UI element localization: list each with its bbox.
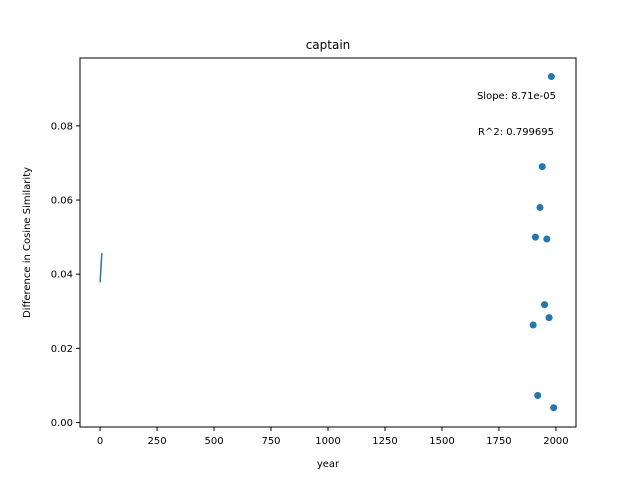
y-tick-label: 0.06 bbox=[51, 196, 73, 207]
data-point bbox=[541, 301, 549, 309]
y-axis-ticks: 0.00 0.02 0.04 0.06 0.08 bbox=[51, 121, 80, 429]
data-point bbox=[536, 203, 544, 211]
r-squared-annotation: R^2: 0.799695 bbox=[478, 127, 554, 138]
y-tick-label: 0.00 bbox=[51, 418, 73, 429]
x-tick-label: 1000 bbox=[315, 436, 340, 447]
y-tick-label: 0.04 bbox=[51, 270, 73, 281]
x-tick-label: 250 bbox=[147, 436, 166, 447]
regression-line bbox=[99, 253, 103, 283]
x-tick-label: 1250 bbox=[372, 436, 397, 447]
data-point bbox=[534, 391, 542, 399]
x-tick-label: 500 bbox=[204, 436, 223, 447]
data-point bbox=[547, 73, 555, 81]
chart-title: captain bbox=[306, 38, 351, 52]
x-tick-label: 1750 bbox=[486, 436, 511, 447]
y-tick-label: 0.08 bbox=[51, 121, 73, 132]
data-point bbox=[529, 321, 537, 329]
y-axis-label: Difference in Cosine Similarity bbox=[22, 167, 33, 318]
x-tick-label: 1500 bbox=[429, 436, 454, 447]
data-point bbox=[531, 233, 539, 241]
regression-line-layer bbox=[99, 253, 103, 283]
x-tick-label: 2000 bbox=[543, 436, 568, 447]
data-point bbox=[550, 404, 558, 412]
data-point bbox=[543, 235, 551, 243]
x-tick-label: 0 bbox=[97, 436, 103, 447]
data-point bbox=[538, 163, 546, 171]
slope-annotation: Slope: 8.71e-05 bbox=[477, 91, 556, 102]
x-tick-label: 750 bbox=[261, 436, 280, 447]
y-tick-label: 0.02 bbox=[51, 344, 73, 355]
scatter-points-layer bbox=[529, 73, 558, 412]
x-axis-ticks: 0 250 500 750 1000 1250 1500 1750 2000 bbox=[97, 427, 569, 447]
data-point bbox=[545, 314, 553, 322]
x-axis-label: year bbox=[317, 459, 340, 470]
